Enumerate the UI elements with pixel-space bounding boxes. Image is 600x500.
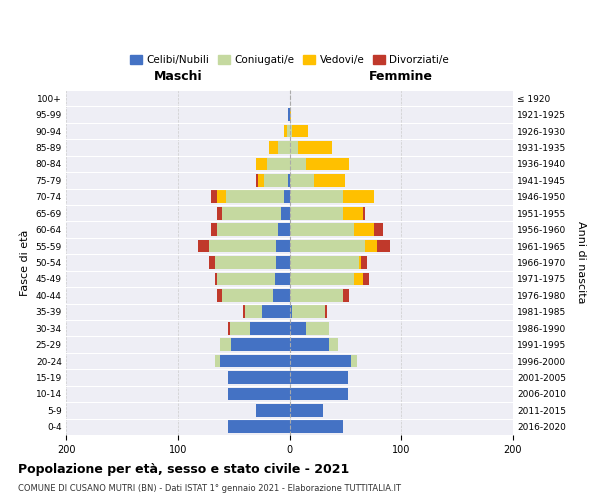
- Bar: [306, 322, 329, 334]
- Bar: [281, 207, 290, 220]
- Bar: [361, 256, 367, 269]
- Bar: [290, 388, 347, 400]
- Bar: [365, 240, 377, 252]
- Bar: [290, 124, 292, 138]
- Text: Popolazione per età, sesso e stato civile - 2021: Popolazione per età, sesso e stato civil…: [18, 462, 349, 475]
- Bar: [217, 190, 226, 203]
- Bar: [290, 338, 329, 351]
- Bar: [290, 256, 359, 269]
- Bar: [355, 223, 374, 236]
- Bar: [278, 141, 290, 154]
- Bar: [290, 190, 343, 203]
- Bar: [215, 256, 276, 269]
- Bar: [211, 223, 217, 236]
- Bar: [355, 272, 363, 285]
- Bar: [374, 223, 383, 236]
- Legend: Celibi/Nubili, Coniugati/e, Vedovi/e, Divorziati/e: Celibi/Nubili, Coniugati/e, Vedovi/e, Di…: [126, 50, 453, 69]
- Bar: [209, 256, 215, 269]
- Bar: [292, 124, 308, 138]
- Bar: [267, 158, 290, 170]
- Bar: [290, 306, 292, 318]
- Bar: [329, 338, 338, 351]
- Bar: [290, 207, 343, 220]
- Bar: [290, 404, 323, 417]
- Bar: [273, 289, 290, 302]
- Bar: [215, 272, 217, 285]
- Bar: [250, 322, 290, 334]
- Text: Maschi: Maschi: [154, 70, 202, 84]
- Bar: [256, 158, 267, 170]
- Bar: [290, 322, 306, 334]
- Text: Femmine: Femmine: [369, 70, 433, 84]
- Bar: [292, 306, 325, 318]
- Bar: [289, 108, 290, 121]
- Bar: [284, 190, 290, 203]
- Y-axis label: Fasce di età: Fasce di età: [20, 230, 30, 296]
- Bar: [217, 223, 278, 236]
- Bar: [228, 420, 290, 433]
- Bar: [377, 240, 390, 252]
- Bar: [242, 306, 245, 318]
- Bar: [256, 404, 290, 417]
- Bar: [198, 240, 209, 252]
- Bar: [290, 289, 343, 302]
- Bar: [230, 322, 250, 334]
- Bar: [258, 174, 264, 187]
- Bar: [211, 190, 217, 203]
- Bar: [306, 158, 349, 170]
- Bar: [343, 207, 363, 220]
- Bar: [223, 207, 281, 220]
- Bar: [314, 174, 346, 187]
- Bar: [223, 289, 273, 302]
- Bar: [343, 289, 349, 302]
- Bar: [290, 158, 306, 170]
- Bar: [209, 240, 276, 252]
- Bar: [290, 272, 355, 285]
- Bar: [256, 174, 258, 187]
- Bar: [290, 141, 298, 154]
- Bar: [276, 240, 290, 252]
- Bar: [232, 338, 290, 351]
- Bar: [325, 306, 328, 318]
- Bar: [290, 420, 343, 433]
- Bar: [290, 174, 314, 187]
- Bar: [228, 322, 230, 334]
- Bar: [217, 207, 223, 220]
- Bar: [343, 190, 374, 203]
- Bar: [363, 207, 365, 220]
- Bar: [217, 272, 275, 285]
- Bar: [363, 272, 369, 285]
- Text: COMUNE DI CUSANO MUTRI (BN) - Dati ISTAT 1° gennaio 2021 - Elaborazione TUTTITAL: COMUNE DI CUSANO MUTRI (BN) - Dati ISTAT…: [18, 484, 401, 493]
- Bar: [245, 306, 262, 318]
- Bar: [290, 240, 365, 252]
- Bar: [262, 306, 290, 318]
- Bar: [269, 141, 278, 154]
- Bar: [298, 141, 332, 154]
- Bar: [284, 124, 287, 138]
- Bar: [228, 388, 290, 400]
- Bar: [278, 223, 290, 236]
- Bar: [217, 289, 223, 302]
- Bar: [226, 190, 284, 203]
- Bar: [276, 256, 290, 269]
- Y-axis label: Anni di nascita: Anni di nascita: [576, 221, 586, 304]
- Bar: [220, 354, 290, 368]
- Bar: [287, 124, 290, 138]
- Bar: [290, 354, 351, 368]
- Bar: [351, 354, 356, 368]
- Bar: [228, 371, 290, 384]
- Bar: [220, 338, 232, 351]
- Bar: [289, 174, 290, 187]
- Bar: [264, 174, 289, 187]
- Bar: [359, 256, 361, 269]
- Bar: [215, 354, 220, 368]
- Bar: [290, 223, 355, 236]
- Bar: [275, 272, 290, 285]
- Bar: [290, 371, 347, 384]
